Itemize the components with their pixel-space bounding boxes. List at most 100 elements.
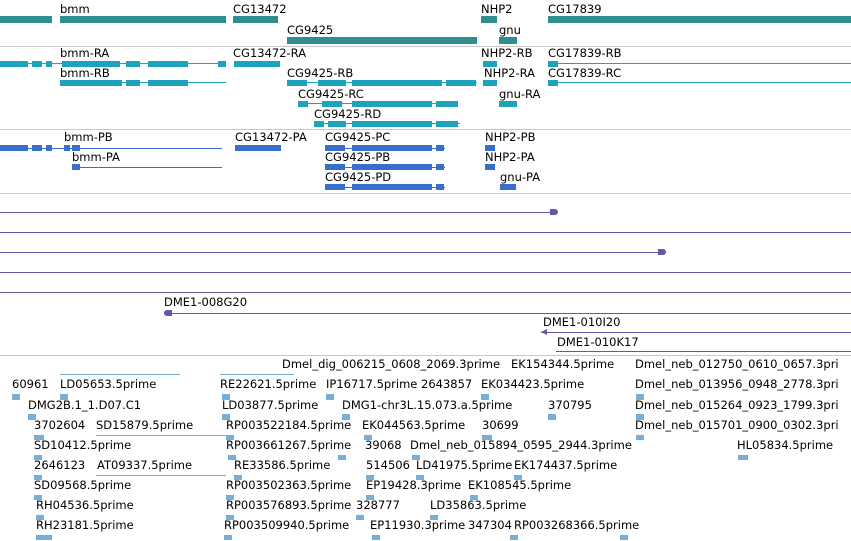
clone-end-marker[interactable] xyxy=(164,310,172,316)
est-label[interactable]: RP003576893.5prime xyxy=(226,498,352,512)
est-label[interactable]: RE22621.5prime xyxy=(220,377,317,391)
est-feature[interactable] xyxy=(96,475,226,476)
transcript-exon[interactable] xyxy=(352,121,432,127)
est-feature[interactable] xyxy=(36,535,52,540)
est-label[interactable]: SD09568.5prime xyxy=(34,478,132,492)
transcript-label[interactable]: CG9425-RB xyxy=(287,66,354,80)
protein-exon[interactable] xyxy=(72,145,80,151)
protein-exon[interactable] xyxy=(72,164,80,170)
est-label[interactable]: 514506 xyxy=(366,458,410,472)
gene-label[interactable]: gnu xyxy=(499,23,521,37)
protein-exon[interactable] xyxy=(436,145,444,151)
transcript-label[interactable]: CG13472-RA xyxy=(233,46,307,60)
clone-label[interactable]: DME1-008G20 xyxy=(164,295,248,309)
protein-label[interactable]: NHP2-PB xyxy=(485,130,536,144)
clone-line[interactable] xyxy=(0,212,552,213)
clone-line[interactable] xyxy=(0,252,664,253)
est-label[interactable]: 30699 xyxy=(482,418,519,432)
clone-line[interactable] xyxy=(0,232,851,233)
transcript-exon[interactable] xyxy=(234,61,280,67)
transcript-exon[interactable] xyxy=(148,61,188,67)
protein-label[interactable]: CG13472-PA xyxy=(235,130,307,144)
est-label[interactable]: RP003502363.5prime xyxy=(226,478,352,492)
est-feature[interactable] xyxy=(28,414,36,420)
est-label[interactable]: RP003509940.5prime xyxy=(224,518,350,532)
transcript-exon[interactable] xyxy=(318,80,346,86)
transcript-label[interactable]: CG9425-RD xyxy=(314,107,382,121)
transcript-exon[interactable] xyxy=(352,101,432,107)
protein-exon[interactable] xyxy=(352,184,432,190)
transcript-exon[interactable] xyxy=(483,80,497,86)
est-feature[interactable] xyxy=(470,495,478,500)
est-feature[interactable] xyxy=(412,455,420,460)
est-label[interactable]: Dmel_neb_015894_0595_2944.3prime xyxy=(410,438,632,452)
gene-feature-bar[interactable] xyxy=(287,37,477,44)
transcript-exon[interactable] xyxy=(32,61,42,67)
est-feature[interactable] xyxy=(620,535,628,540)
est-label[interactable]: EK034423.5prime xyxy=(481,377,585,391)
gene-feature-bar[interactable] xyxy=(60,16,226,23)
gene-label[interactable]: CG17839 xyxy=(548,2,602,16)
protein-exon[interactable] xyxy=(235,145,281,151)
transcript-exon[interactable] xyxy=(62,61,120,67)
est-label[interactable]: Dmel_neb_015701_0900_0302.3pri xyxy=(635,418,839,432)
est-label[interactable]: AT09337.5prime xyxy=(97,458,193,472)
est-label[interactable]: EK154344.5prime xyxy=(511,357,615,371)
protein-exon[interactable] xyxy=(325,164,345,170)
protein-exon[interactable] xyxy=(325,184,345,190)
est-feature[interactable] xyxy=(372,535,380,540)
est-feature[interactable] xyxy=(222,394,230,400)
protein-exon[interactable] xyxy=(352,145,432,151)
gene-feature-bar[interactable] xyxy=(499,37,517,44)
est-label[interactable]: LD05653.5prime xyxy=(60,377,157,391)
est-label[interactable]: LD03877.5prime xyxy=(222,398,319,412)
transcript-exon[interactable] xyxy=(148,80,188,86)
transcript-exon[interactable] xyxy=(46,61,52,67)
transcript-exon[interactable] xyxy=(548,80,558,86)
est-label[interactable]: IP16717.5prime xyxy=(326,377,418,391)
est-feature[interactable] xyxy=(548,414,556,420)
est-label[interactable]: SD15879.5prime xyxy=(96,418,194,432)
est-feature[interactable] xyxy=(738,455,748,460)
est-feature[interactable] xyxy=(338,455,346,460)
protein-exon[interactable] xyxy=(485,164,495,170)
gene-label[interactable]: CG9425 xyxy=(287,23,334,37)
transcript-label[interactable]: NHP2-RA xyxy=(484,66,536,80)
transcript-exon[interactable] xyxy=(352,80,442,86)
est-label[interactable]: RP003522184.5prime xyxy=(226,418,352,432)
gene-feature-bar[interactable] xyxy=(481,16,497,23)
est-feature[interactable] xyxy=(364,435,372,440)
est-label[interactable]: 2646123 xyxy=(34,458,86,472)
est-feature[interactable] xyxy=(416,475,424,480)
est-feature[interactable] xyxy=(366,495,374,500)
est-label[interactable]: Dmel_neb_012750_0610_0657.3pri xyxy=(635,357,839,371)
transcript-label[interactable]: CG17839-RC xyxy=(548,66,622,80)
est-label[interactable]: 39068 xyxy=(365,438,402,452)
transcript-exon[interactable] xyxy=(499,101,517,107)
est-label[interactable]: EK044563.5prime xyxy=(362,418,466,432)
est-label[interactable]: RE33586.5prime xyxy=(234,458,331,472)
transcript-exon[interactable] xyxy=(218,61,226,67)
clone-label[interactable]: DME1-010I20 xyxy=(543,315,621,329)
transcript-exon[interactable] xyxy=(328,121,346,127)
est-label[interactable]: SD10412.5prime xyxy=(34,438,132,452)
est-feature[interactable] xyxy=(224,535,232,540)
transcript-label[interactable]: gnu-RA xyxy=(499,87,541,101)
protein-exon[interactable] xyxy=(0,145,28,151)
protein-exon[interactable] xyxy=(436,164,444,170)
est-label[interactable]: 370795 xyxy=(548,398,592,412)
est-label[interactable]: Dmel_neb_013956_0948_2778.3pri xyxy=(635,377,839,391)
est-feature[interactable] xyxy=(60,374,180,375)
est-label[interactable]: EP11930.3prime xyxy=(370,518,466,532)
est-feature[interactable] xyxy=(34,495,42,500)
est-label[interactable]: LD41975.5prime xyxy=(416,458,513,472)
transcript-exon[interactable] xyxy=(436,101,458,107)
est-label[interactable]: RH04536.5prime xyxy=(36,498,134,512)
est-label[interactable]: EK108545.5prime xyxy=(468,478,572,492)
transcript-exon[interactable] xyxy=(126,80,140,86)
est-feature[interactable] xyxy=(36,515,44,520)
est-label[interactable]: 3702604 xyxy=(34,418,86,432)
protein-exon[interactable] xyxy=(32,145,42,151)
transcript-label[interactable]: CG17839-RB xyxy=(548,46,622,60)
clone-line[interactable] xyxy=(0,272,851,273)
